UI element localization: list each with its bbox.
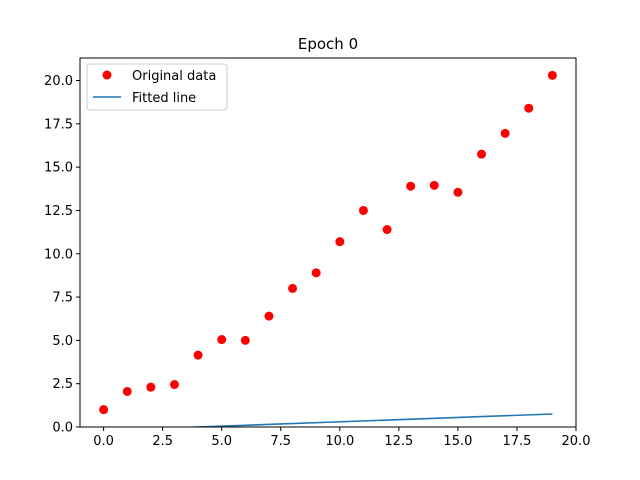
data-point [500, 128, 510, 138]
data-point [288, 283, 298, 293]
y-tick-label: 12.5 [44, 204, 73, 219]
y-tick-label: 7.5 [52, 291, 73, 306]
data-point [429, 180, 439, 190]
data-point [453, 187, 463, 197]
legend-point-swatch [102, 70, 112, 80]
y-axis-ticks: 0.0 2.5 5.0 7.5 10.0 12.5 15.0 17.5 20.0 [44, 74, 80, 436]
x-tick-label: 12.5 [384, 434, 413, 449]
y-tick-label: 5.0 [52, 334, 73, 349]
y-tick-label: 2.5 [52, 377, 73, 392]
data-point [217, 335, 227, 345]
data-point [169, 380, 179, 390]
data-point [358, 205, 368, 215]
x-tick-label: 0.0 [93, 434, 114, 449]
y-tick-label: 10.0 [44, 247, 73, 262]
legend-label: Original data [132, 69, 216, 84]
chart-title: Epoch 0 [298, 35, 358, 53]
x-tick-label: 5.0 [211, 434, 232, 449]
y-tick-label: 20.0 [44, 74, 73, 89]
x-tick-label: 10.0 [325, 434, 354, 449]
data-point [146, 382, 156, 392]
legend-label: Fitted line [132, 91, 196, 106]
data-point [240, 335, 250, 345]
y-tick-label: 17.5 [44, 117, 73, 132]
data-point [311, 268, 321, 278]
data-point [122, 386, 132, 396]
y-tick-label: 0.0 [52, 421, 73, 436]
data-point [382, 225, 392, 235]
data-point [335, 237, 345, 247]
plot-frame [79, 57, 577, 428]
y-tick-label: 15.0 [44, 161, 73, 176]
fitted-line [176, 413, 553, 427]
data-point [264, 311, 274, 321]
plot-series-layer [99, 70, 557, 427]
data-point [547, 70, 557, 80]
x-tick-label: 20.0 [562, 434, 591, 449]
x-axis-ticks: 0.0 2.5 5.0 7.5 10.0 12.5 15.0 17.5 20.0 [93, 427, 590, 449]
data-point [406, 181, 416, 191]
data-point [524, 103, 534, 113]
x-tick-label: 7.5 [270, 434, 291, 449]
legend: Original data Fitted line [86, 63, 228, 111]
x-tick-label: 2.5 [152, 434, 173, 449]
data-point [193, 350, 203, 360]
x-tick-label: 15.0 [443, 434, 472, 449]
legend-box [86, 63, 228, 111]
data-point [477, 149, 487, 159]
data-point [99, 405, 109, 415]
x-tick-label: 17.5 [502, 434, 531, 449]
